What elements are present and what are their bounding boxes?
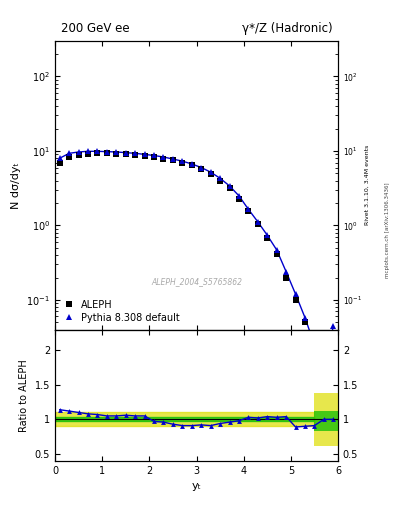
ALEPH <box>67 154 72 160</box>
ALEPH <box>180 159 185 165</box>
ALEPH <box>274 250 279 257</box>
ALEPH <box>246 208 251 215</box>
ALEPH <box>218 178 222 184</box>
ALEPH <box>171 157 175 163</box>
Pythia 8.308 default <box>152 153 156 159</box>
Pythia 8.308 default <box>123 150 128 156</box>
Pythia 8.308 default <box>105 148 109 155</box>
Y-axis label: N dσ/dyₜ: N dσ/dyₜ <box>11 162 21 209</box>
Pythia 8.308 default <box>57 155 62 161</box>
Pythia 8.308 default <box>321 375 326 381</box>
Pythia 8.308 default <box>246 206 251 212</box>
Legend: ALEPH, Pythia 8.308 default: ALEPH, Pythia 8.308 default <box>60 298 182 325</box>
ALEPH <box>114 151 119 157</box>
ALEPH <box>86 151 90 157</box>
Pythia 8.308 default <box>303 314 307 321</box>
Pythia 8.308 default <box>284 269 288 275</box>
ALEPH <box>152 154 156 160</box>
ALEPH <box>161 156 166 162</box>
Pythia 8.308 default <box>199 164 204 170</box>
Line: ALEPH: ALEPH <box>57 151 336 407</box>
ALEPH <box>293 297 298 303</box>
Text: ALEPH_2004_S5765862: ALEPH_2004_S5765862 <box>151 278 242 286</box>
Text: mcplots.cern.ch [arXiv:1306.3436]: mcplots.cern.ch [arXiv:1306.3436] <box>385 183 390 278</box>
ALEPH <box>284 274 288 281</box>
ALEPH <box>331 401 336 407</box>
ALEPH <box>189 162 194 168</box>
ALEPH <box>237 196 241 202</box>
Pythia 8.308 default <box>142 152 147 158</box>
Text: γ*/Z (Hadronic): γ*/Z (Hadronic) <box>242 22 332 35</box>
ALEPH <box>303 319 307 326</box>
Pythia 8.308 default <box>255 219 260 225</box>
ALEPH <box>76 152 81 158</box>
Bar <box>55 417 314 421</box>
Pythia 8.308 default <box>171 156 175 162</box>
ALEPH <box>227 185 232 191</box>
ALEPH <box>265 235 270 241</box>
ALEPH <box>133 152 138 158</box>
Pythia 8.308 default <box>67 150 72 156</box>
Pythia 8.308 default <box>274 247 279 253</box>
ALEPH <box>208 171 213 177</box>
Pythia 8.308 default <box>237 193 241 199</box>
X-axis label: yₜ: yₜ <box>191 481 202 491</box>
Y-axis label: Rivet 3.1.10, 3.4M events: Rivet 3.1.10, 3.4M events <box>365 145 370 225</box>
ALEPH <box>255 221 260 227</box>
Bar <box>314 393 338 445</box>
ALEPH <box>105 150 109 156</box>
Pythia 8.308 default <box>218 175 222 181</box>
Pythia 8.308 default <box>180 158 185 164</box>
Pythia 8.308 default <box>208 169 213 175</box>
ALEPH <box>199 166 204 172</box>
Pythia 8.308 default <box>227 183 232 189</box>
Text: 200 GeV ee: 200 GeV ee <box>61 22 129 35</box>
ALEPH <box>142 153 147 159</box>
Y-axis label: Ratio to ALEPH: Ratio to ALEPH <box>19 359 29 432</box>
Line: Pythia 8.308 default: Pythia 8.308 default <box>57 148 336 380</box>
Pythia 8.308 default <box>86 148 90 155</box>
ALEPH <box>312 346 317 352</box>
Pythia 8.308 default <box>331 323 336 329</box>
ALEPH <box>95 150 100 156</box>
Pythia 8.308 default <box>76 149 81 155</box>
Pythia 8.308 default <box>95 148 100 155</box>
Pythia 8.308 default <box>265 232 270 238</box>
Pythia 8.308 default <box>312 342 317 348</box>
Pythia 8.308 default <box>133 150 138 156</box>
Pythia 8.308 default <box>293 291 298 297</box>
ALEPH <box>57 159 62 165</box>
ALEPH <box>123 152 128 158</box>
Pythia 8.308 default <box>189 161 194 167</box>
Pythia 8.308 default <box>114 149 119 155</box>
ALEPH <box>321 378 326 385</box>
Pythia 8.308 default <box>161 154 166 160</box>
Bar <box>314 411 338 431</box>
Bar <box>55 413 314 426</box>
